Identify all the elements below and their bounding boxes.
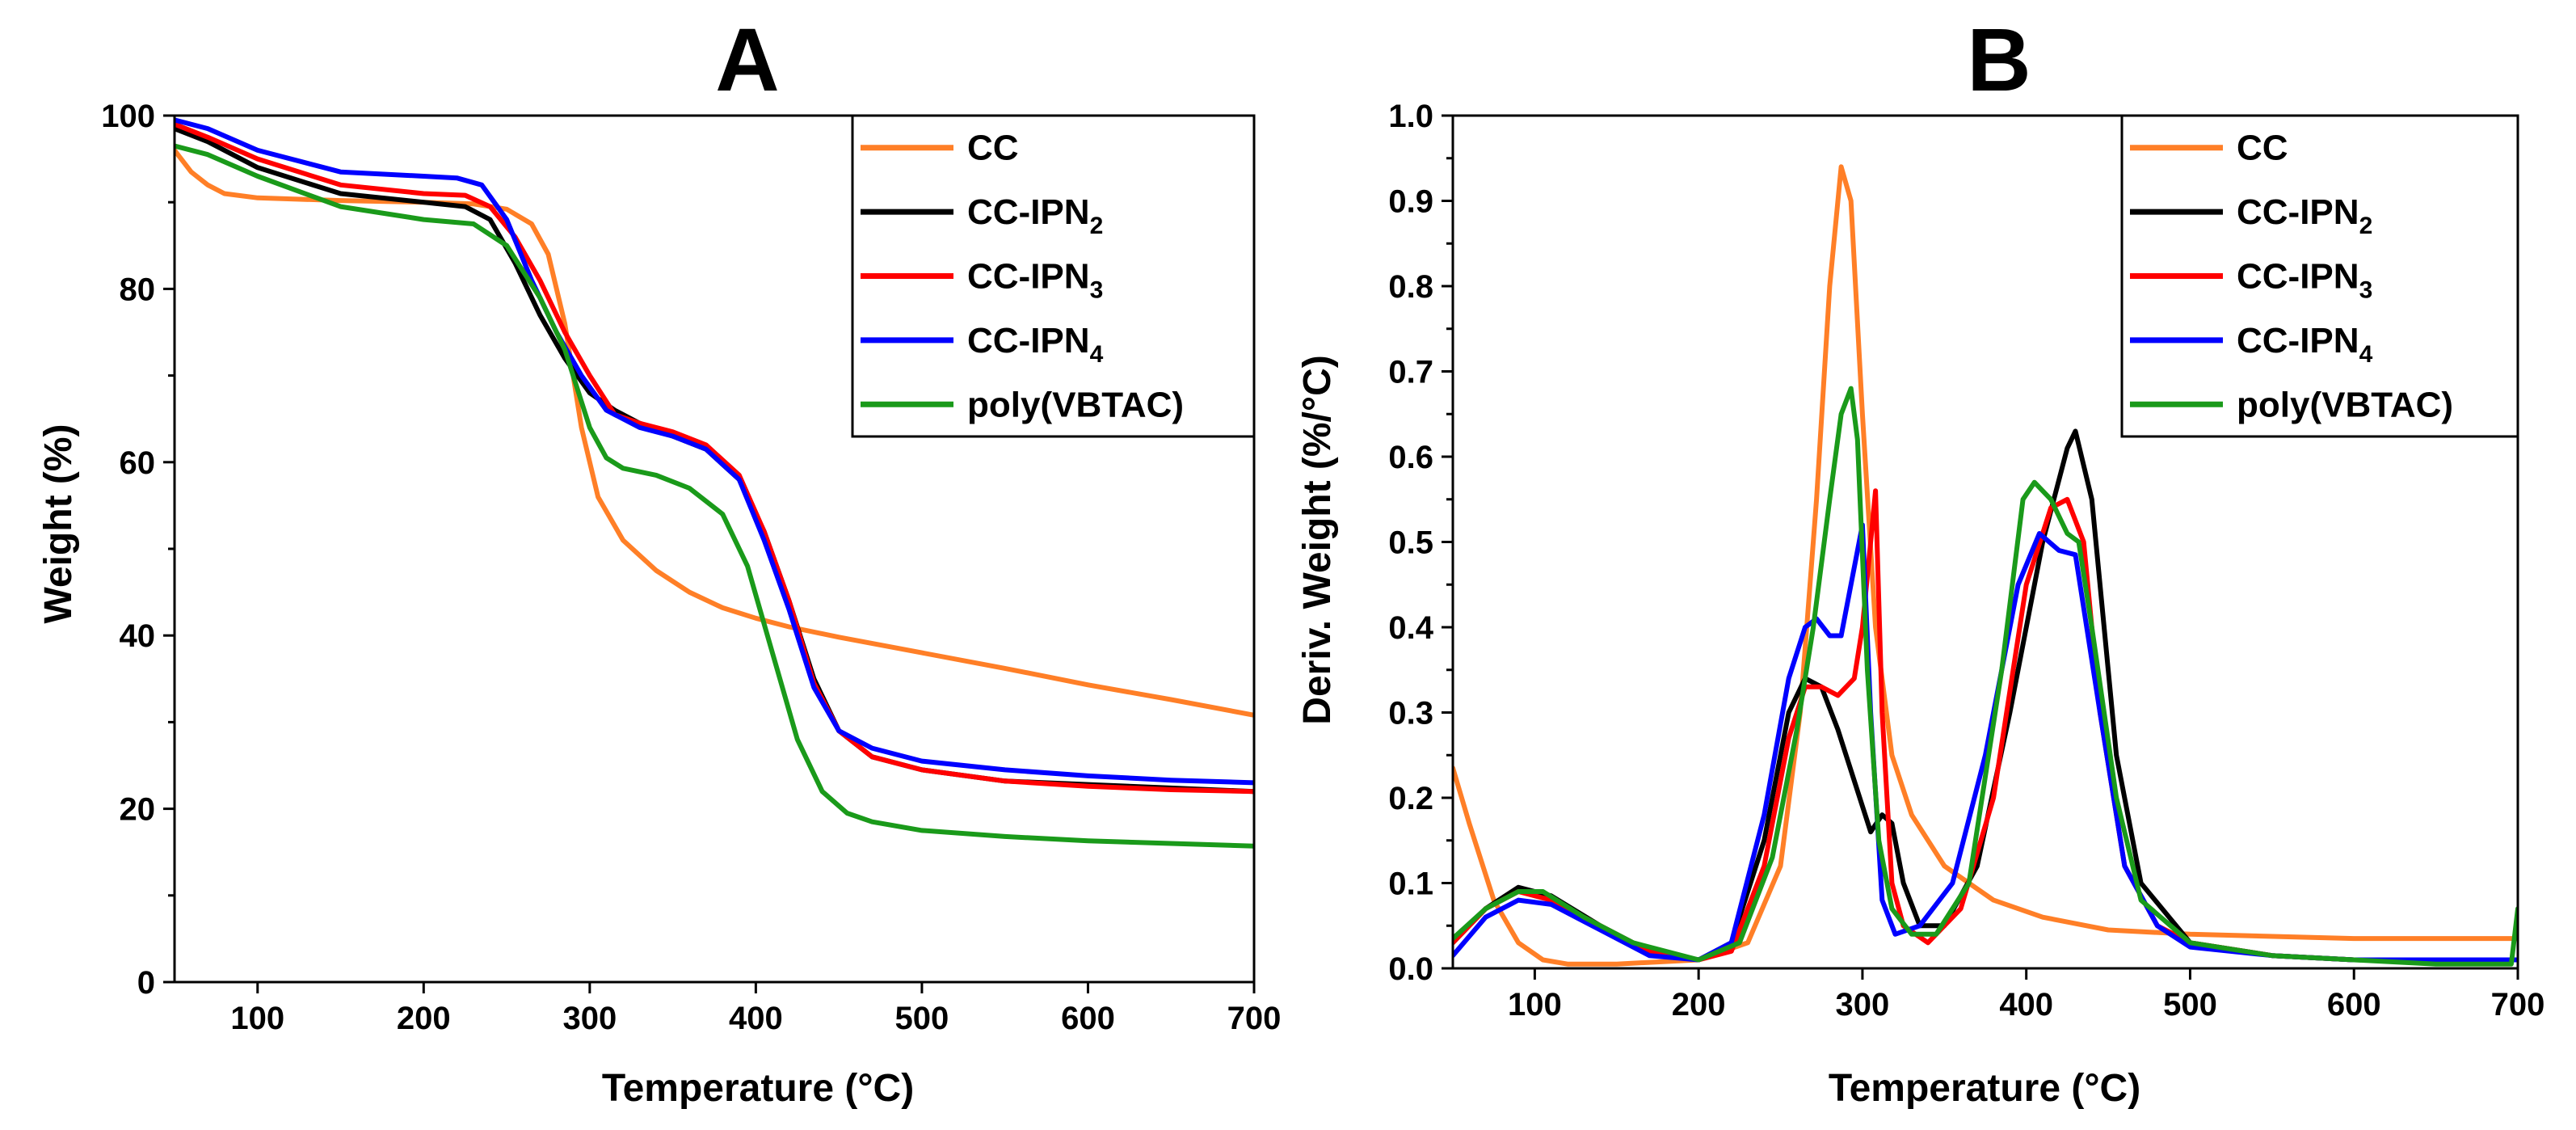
- panel-b-x-tick-label: 400: [1999, 987, 2053, 1022]
- panel-b-y-tick-label: 1.0: [1388, 99, 1433, 134]
- panel-a-x-tick-label: 300: [562, 1001, 617, 1036]
- panel-a-y-tick-label: 60: [120, 445, 156, 481]
- panel-b-x-tick-label: 500: [2163, 987, 2217, 1022]
- panel-b-series-cc-ipn2: [1453, 428, 2518, 963]
- panel-b-y-tick-label: 0.9: [1388, 184, 1433, 220]
- panel-b-x-tick-label: 300: [1836, 987, 1890, 1022]
- panel-a-x-axis-title: Temperature (°C): [602, 1067, 914, 1110]
- panel-b-y-axis-title: Deriv. Weight (%/°C): [1296, 355, 1339, 724]
- panel-b-legend: CC CC-IPN2 CC-IPN3 CC-IPN4 poly(VBTAC): [2120, 114, 2519, 438]
- panel-a-series-cc-ipn3: [175, 121, 1254, 795]
- panel-a-x-tick-label: 100: [230, 1001, 284, 1036]
- panel-b-legend-label: CC: [2237, 129, 2288, 168]
- panel-b-series-cc: [1453, 164, 2518, 967]
- panel-a-y-tick-label: 80: [120, 272, 156, 307]
- panel-a-x-tick-label: 700: [1227, 1001, 1282, 1036]
- panel-a-series-cc-ipn4: [175, 117, 1254, 786]
- panel-a-legend: CC CC-IPN2 CC-IPN3 CC-IPN4 poly(VBTAC): [851, 114, 1256, 438]
- panel-a-title: A: [715, 11, 779, 110]
- panel-b-y-tick-label: 0.0: [1388, 951, 1433, 987]
- panel-b-y-tick-label: 0.3: [1388, 696, 1433, 732]
- panel-a-y-tick-label: 20: [120, 792, 156, 828]
- panel-b-y-tick-label: 0.7: [1388, 355, 1433, 390]
- panel-a-x-tick-label: 200: [397, 1001, 451, 1036]
- panel-a-legend-label: CC-IPN3: [967, 257, 1103, 304]
- panel-a-y-tick-label: 0: [137, 965, 155, 1001]
- panel-a-x-tick-label: 400: [729, 1001, 783, 1036]
- panel-b-chart: B Temperature (°C) Deriv. Weight (%/°C) …: [1296, 11, 2544, 1110]
- panel-b-title: B: [1967, 11, 2031, 110]
- panel-b-legend-label: CC-IPN3: [2237, 257, 2372, 304]
- panel-b-x-tick-label: 600: [2327, 987, 2381, 1022]
- panel-b-y-tick-label: 0.4: [1388, 610, 1433, 646]
- panel-a-chart: A Temperature (°C) Weight (%) 100 200 300 4…: [37, 11, 1281, 1110]
- panel-a-y-axis-title: Weight (%): [37, 424, 80, 623]
- panel-a-x-tick-label: 600: [1061, 1001, 1115, 1036]
- panel-b-series-poly-vbtac: [1453, 386, 2518, 967]
- panel-a-y-tick-label: 40: [120, 618, 156, 654]
- panel-a-series-poly-vbtac: [175, 143, 1254, 849]
- panel-b-y-tick-label: 0.8: [1388, 269, 1433, 305]
- panel-b-legend-label: CC-IPN2: [2237, 192, 2372, 239]
- panel-b-x-axis-title: Temperature (°C): [1829, 1067, 2140, 1110]
- panel-a-legend-label: poly(VBTAC): [967, 385, 1184, 424]
- panel-b-x-tick-label: 700: [2491, 987, 2545, 1022]
- panel-b-x-tick-label: 100: [1508, 987, 1562, 1022]
- panel-a-x-tick-label: 500: [895, 1001, 949, 1036]
- panel-b-y-tick-label: 0.5: [1388, 525, 1433, 561]
- panel-b-y-tick-label: 0.6: [1388, 440, 1433, 475]
- panel-b-y-tick-label: 0.2: [1388, 781, 1433, 816]
- panel-a-series-cc: [175, 147, 1254, 718]
- panel-b-x-tick-label: 200: [1672, 987, 1726, 1022]
- panel-a-legend-label: CC-IPN4: [967, 321, 1104, 368]
- panel-a-legend-label: CC: [967, 129, 1019, 168]
- panel-b-legend-label: poly(VBTAC): [2237, 385, 2453, 424]
- panel-a-y-tick-label: 100: [101, 99, 155, 134]
- panel-b-series-cc-ipn3: [1453, 488, 2518, 963]
- panel-b-y-tick-label: 0.1: [1388, 866, 1433, 902]
- panel-a-legend-label: CC-IPN2: [967, 192, 1103, 239]
- panel-b-legend-label: CC-IPN4: [2237, 321, 2373, 368]
